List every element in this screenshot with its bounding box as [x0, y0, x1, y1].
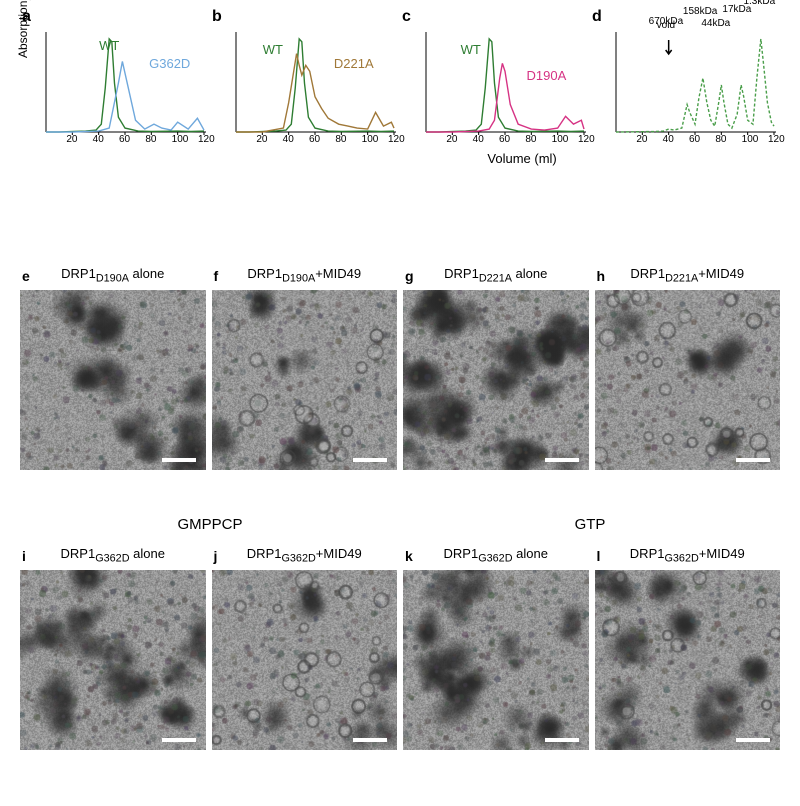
micrograph-h — [595, 290, 781, 470]
group-label-gtp: GTP — [400, 516, 780, 533]
micro-title-h: DRP1D221A+MID49 — [595, 266, 781, 285]
series-label-wt-a: WT — [99, 38, 119, 53]
micro-title-l: DRP1G362D+MID49 — [595, 546, 781, 565]
micrograph-row-e: e DRP1D190A alone f DRP1D190A+MID49 g DR… — [20, 290, 780, 470]
micro-title-g: DRP1D221A alone — [403, 266, 589, 285]
micrograph-f — [212, 290, 398, 470]
micro-title-k: DRP1G362D alone — [403, 546, 589, 565]
micro-title-e: DRP1D190A alone — [20, 266, 206, 285]
scalebar-e — [162, 458, 196, 462]
micrograph-g — [403, 290, 589, 470]
series-label-wt-b: WT — [263, 42, 283, 57]
series-label-wt-c: WT — [461, 42, 481, 57]
micrograph-e — [20, 290, 206, 470]
group-label-gmppcp: GMPPCP — [20, 516, 400, 533]
scalebar-k — [545, 738, 579, 742]
series-label-mut-b: D221A — [334, 56, 374, 71]
micrograph-k — [403, 570, 589, 750]
micro-title-i: DRP1G362D alone — [20, 546, 206, 565]
chart-panel-b: b 20406080100120 WT D221A — [210, 10, 400, 180]
panel-letter-d: d — [592, 8, 602, 26]
scalebar-l — [736, 738, 770, 742]
chart-panel-c: c 20406080100120 WT D190A Volume (ml) — [400, 10, 590, 180]
micro-cell-i: i DRP1G362D alone — [20, 570, 206, 750]
micro-cell-k: k DRP1G362D alone — [403, 570, 589, 750]
micrograph-row-i: i DRP1G362D alone j DRP1G362D+MID49 k DR… — [20, 570, 780, 750]
scalebar-f — [353, 458, 387, 462]
micro-cell-h: h DRP1D221A+MID49 — [595, 290, 781, 470]
micro-title-j: DRP1G362D+MID49 — [212, 546, 398, 565]
chart-svg-c — [418, 20, 588, 150]
panel-letter-b: b — [212, 8, 222, 26]
series-label-mut-c: D190A — [527, 68, 567, 83]
panel-letter-c: c — [402, 8, 411, 26]
chart-panel-d: d 20406080100120 670kDa158kDa44kDa17kDa1… — [590, 10, 780, 180]
micrograph-j — [212, 570, 398, 750]
chart-svg-b — [228, 20, 398, 150]
chart-panel-a: a Absorption280 20406080100120 WT G362D — [20, 10, 210, 180]
micro-title-f: DRP1D190A+MID49 — [212, 266, 398, 285]
x-axis-label: Volume (ml) — [487, 151, 556, 166]
scalebar-i — [162, 738, 196, 742]
y-axis-label: Absorption280 — [16, 0, 33, 58]
scalebar-j — [353, 738, 387, 742]
scalebar-g — [545, 458, 579, 462]
micro-cell-l: l DRP1G362D+MID49 — [595, 570, 781, 750]
micro-cell-f: f DRP1D190A+MID49 — [212, 290, 398, 470]
micro-cell-j: j DRP1G362D+MID49 — [212, 570, 398, 750]
micrograph-i — [20, 570, 206, 750]
chart-svg-a — [38, 20, 208, 150]
chart-svg-d — [608, 20, 778, 150]
micrograph-l — [595, 570, 781, 750]
micro-cell-e: e DRP1D190A alone — [20, 290, 206, 470]
scalebar-h — [736, 458, 770, 462]
chart-row: a Absorption280 20406080100120 WT G362D … — [20, 10, 780, 180]
series-label-mut-a: G362D — [149, 56, 190, 71]
micro-cell-g: g DRP1D221A alone — [403, 290, 589, 470]
